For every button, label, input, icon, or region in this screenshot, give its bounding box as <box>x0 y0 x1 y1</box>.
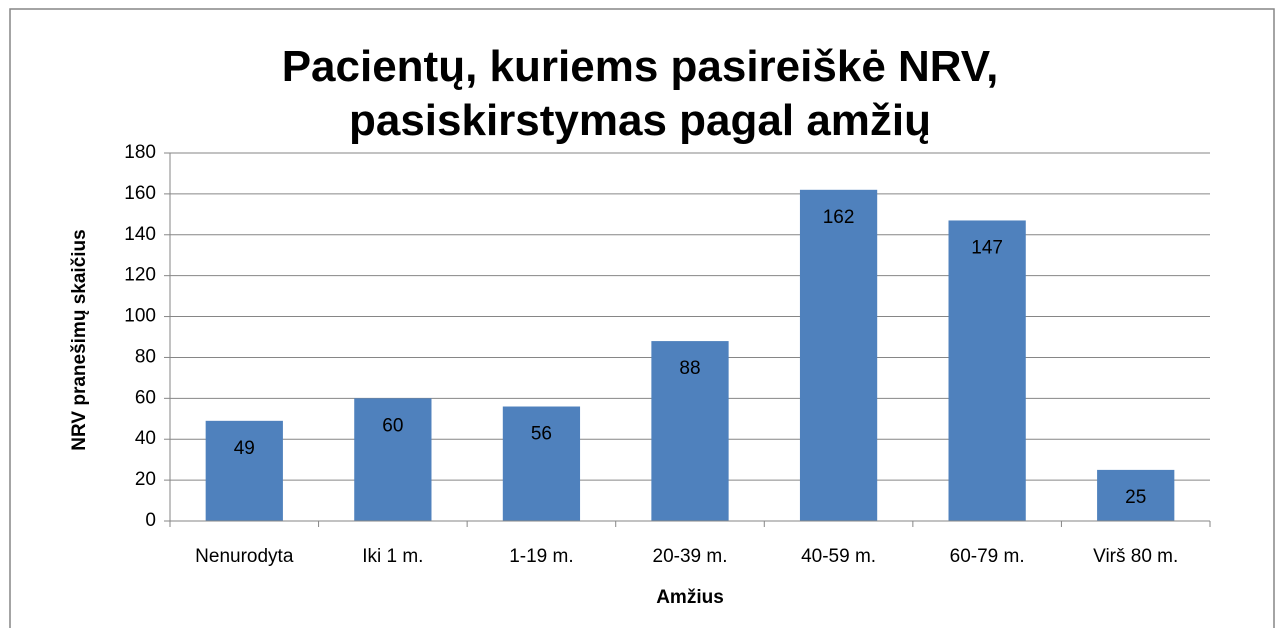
chart-title: Pacientų, kuriems pasireiškė NRV, pasisk… <box>281 42 999 145</box>
x-axis-label: Amžius <box>656 587 724 608</box>
y-tick-label: 80 <box>135 346 156 367</box>
x-tick-label: 40-59 m. <box>801 546 876 567</box>
bar <box>799 189 878 522</box>
y-tick-label: 180 <box>124 142 156 163</box>
data-label: 25 <box>1125 487 1146 508</box>
data-label: 147 <box>971 237 1003 258</box>
data-label: 49 <box>234 438 255 459</box>
data-label: 60 <box>382 415 403 436</box>
y-tick-label: 100 <box>124 306 156 327</box>
bar <box>205 420 283 521</box>
y-tick-label: 140 <box>124 224 156 245</box>
bar <box>1097 469 1175 521</box>
data-label: 88 <box>679 358 700 379</box>
data-label: 56 <box>531 424 552 445</box>
x-tick-label: Nenurodyta <box>195 546 294 567</box>
x-tick-label: 20-39 m. <box>653 546 728 567</box>
y-tick-label: 40 <box>135 428 156 449</box>
x-tick-label: 60-79 m. <box>950 546 1025 567</box>
bar <box>502 406 581 521</box>
y-tick-label: 60 <box>135 387 156 408</box>
chart-frame <box>9 8 1275 628</box>
x-tick-label: Iki 1 m. <box>362 546 423 567</box>
x-tick-label: 1-19 m. <box>509 546 573 567</box>
y-tick-label: 0 <box>145 510 156 531</box>
x-tick-label: Virš 80 m. <box>1093 546 1178 567</box>
y-tick-label: 160 <box>124 183 156 204</box>
bar <box>948 220 1026 521</box>
y-tick-label: 120 <box>124 265 156 286</box>
y-tick-label: 20 <box>135 469 156 490</box>
data-label: 162 <box>823 207 855 228</box>
y-axis-label: NRV pranešimų skaičius <box>69 229 90 450</box>
bar <box>354 398 432 521</box>
bar <box>651 341 729 521</box>
